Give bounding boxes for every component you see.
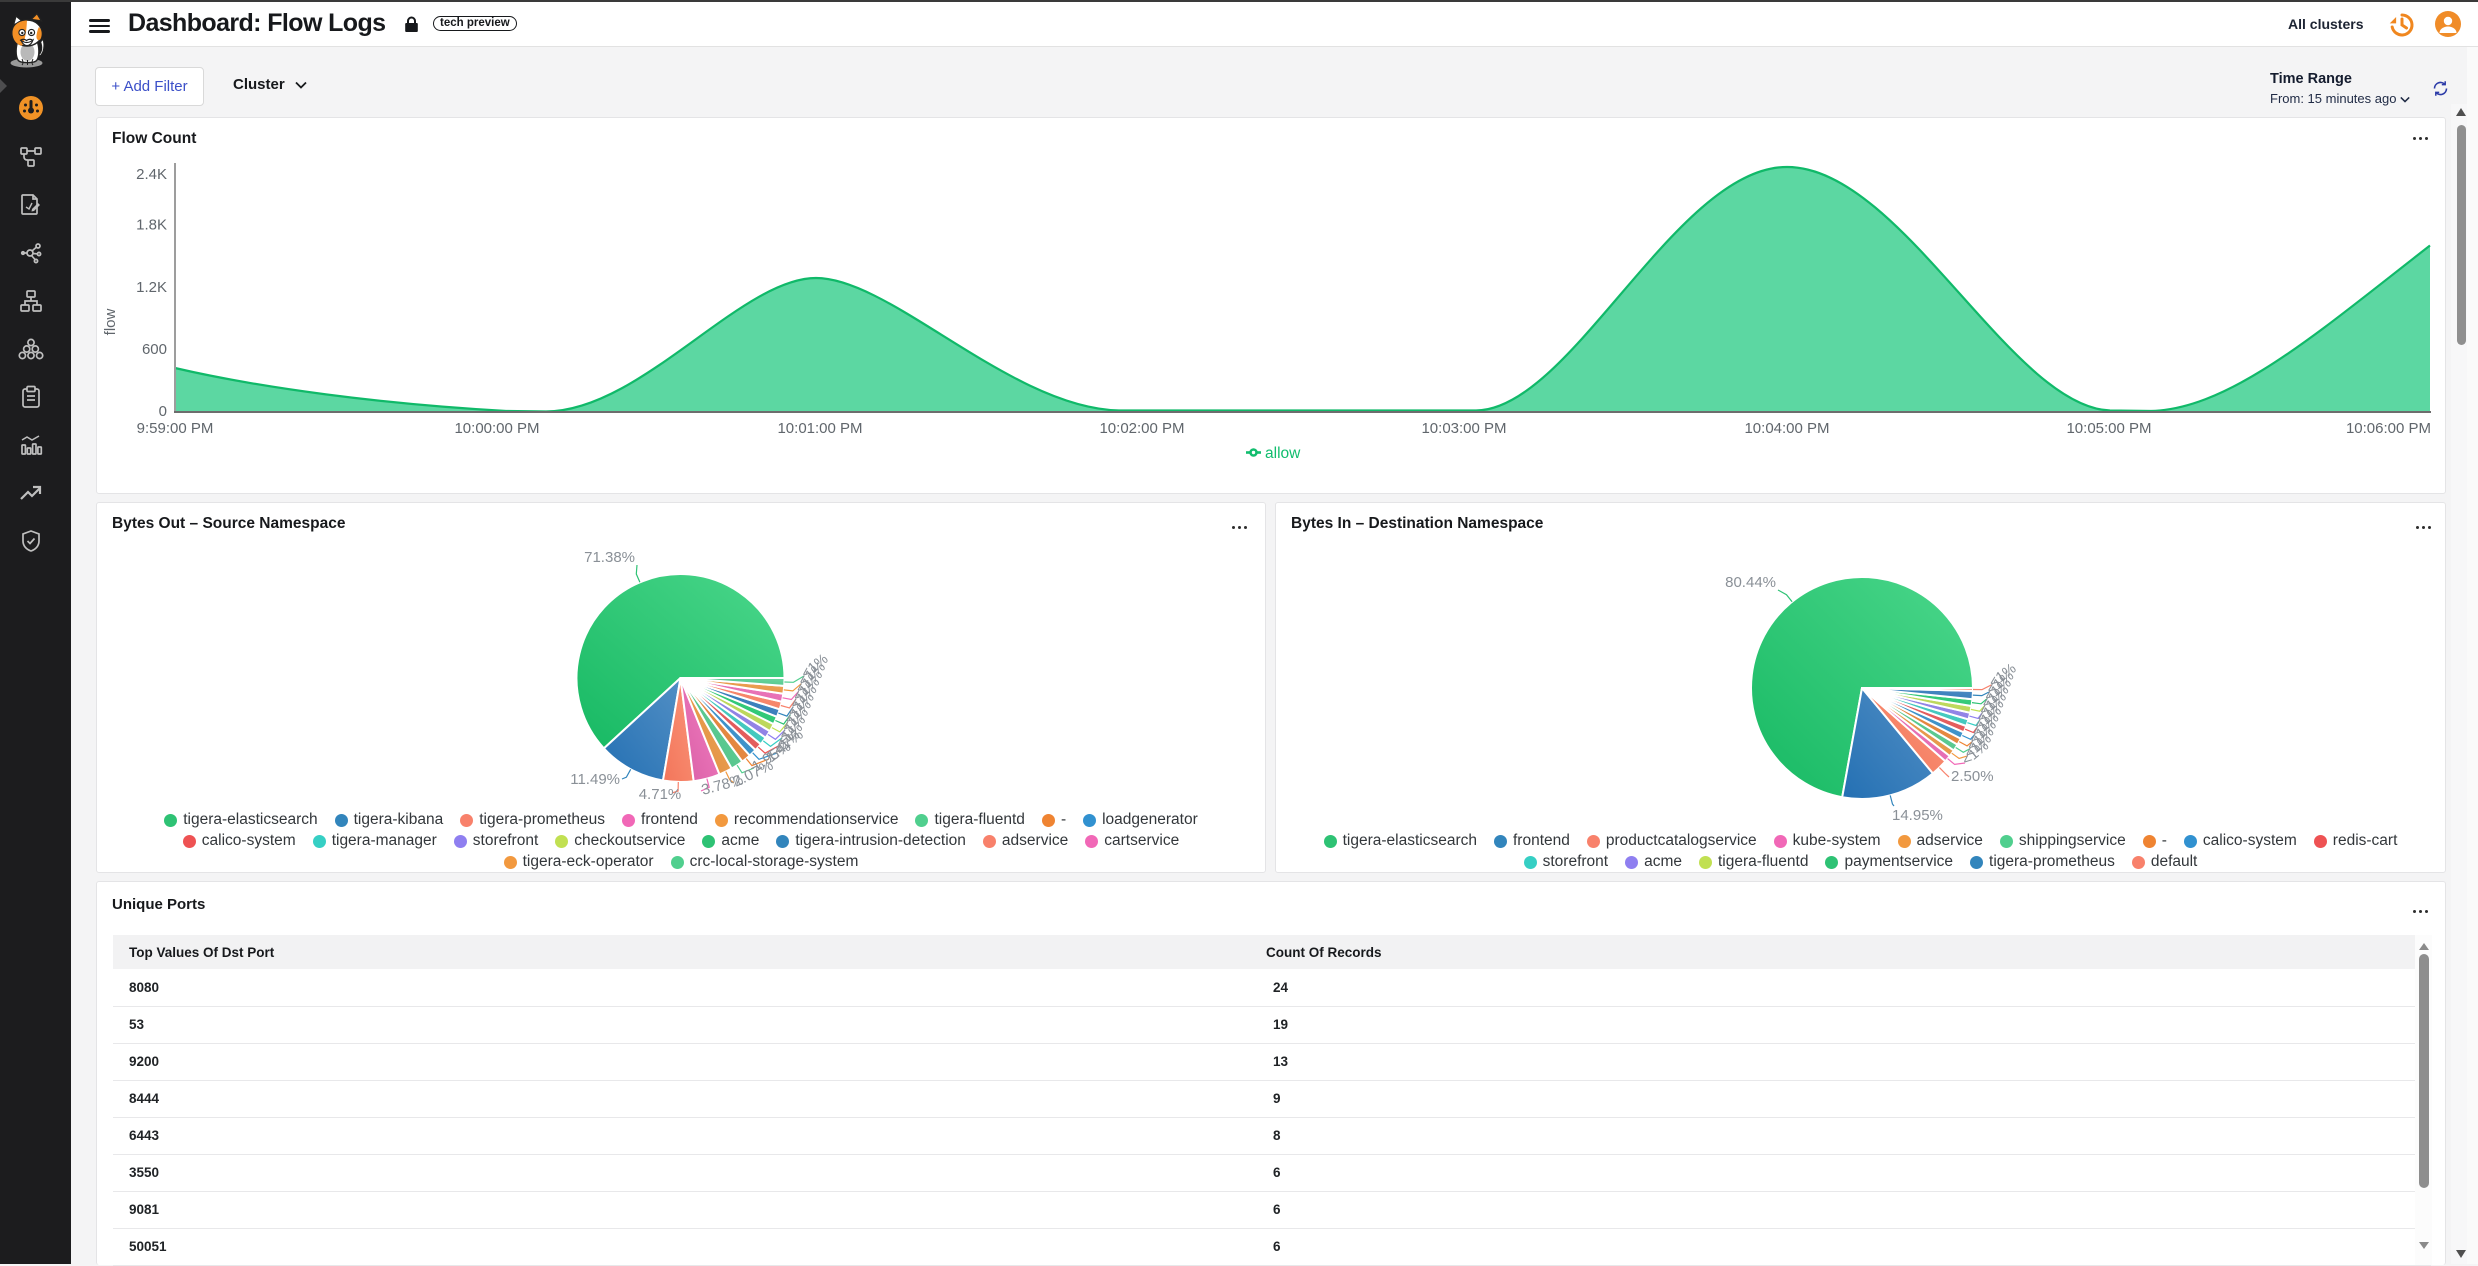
svg-text:10:02:00 PM: 10:02:00 PM (1099, 420, 1184, 437)
svg-text:14.95%: 14.95% (1892, 807, 1943, 824)
svg-text:10:05:00 PM: 10:05:00 PM (2066, 420, 2151, 437)
svg-text:flow: flow (102, 309, 119, 336)
svg-text:10:01:00 PM: 10:01:00 PM (777, 420, 862, 437)
svg-text:2.50%: 2.50% (1951, 768, 1994, 785)
svg-text:10:03:00 PM: 10:03:00 PM (1421, 420, 1506, 437)
svg-text:1.8K: 1.8K (136, 217, 167, 234)
svg-text:0: 0 (159, 403, 167, 420)
svg-text:allow: allow (1265, 445, 1301, 462)
svg-text:71.38%: 71.38% (584, 549, 635, 566)
svg-text:80.44%: 80.44% (1725, 574, 1776, 591)
svg-text:10:00:00 PM: 10:00:00 PM (454, 420, 539, 437)
svg-text:9:59:00 PM: 9:59:00 PM (137, 420, 214, 437)
svg-text:4.71%: 4.71% (639, 786, 682, 803)
svg-text:10:04:00 PM: 10:04:00 PM (1744, 420, 1829, 437)
svg-text:11.49%: 11.49% (570, 771, 620, 788)
svg-text:2.4K: 2.4K (136, 166, 167, 183)
svg-text:600: 600 (142, 341, 167, 358)
svg-text:10:06:00 PM: 10:06:00 PM (2346, 420, 2431, 437)
svg-text:1.2K: 1.2K (136, 279, 167, 296)
